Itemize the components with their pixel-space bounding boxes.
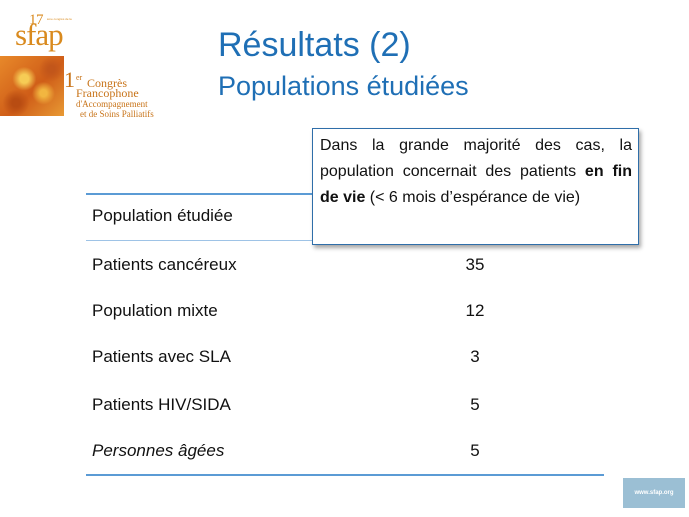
logo-line-2: Francophone: [76, 86, 139, 100]
logo-congress-text: 1 er Congrès Francophone d'Accompagnemen…: [64, 67, 174, 120]
table-row-value: 35: [465, 255, 485, 274]
logo-line-4: et de Soins Palliatifs: [80, 109, 154, 119]
table-row-label: Personnes âgées: [92, 441, 225, 460]
logo-line-1: Congrès: [87, 76, 127, 90]
table-row-label: Patients avec SLA: [92, 347, 231, 366]
table-row-label: Patients cancéreux: [92, 255, 237, 274]
sfap-logo: 17 ème congrès de la sfap 1 er Congrès F…: [0, 8, 170, 120]
table-row-value: 3: [470, 347, 480, 366]
website-badge[interactable]: www.sfap.org: [623, 478, 685, 508]
table-row-value: 12: [465, 301, 485, 320]
callout-box: Dans la grande majorité des cas, la popu…: [312, 128, 639, 245]
logo-wordmark: sfap: [15, 17, 64, 52]
callout-text: Dans la grande majorité des cas, la popu…: [320, 137, 632, 180]
logo-line-3: d'Accompagnement: [76, 99, 148, 109]
table-bottom-border: [86, 474, 604, 476]
logo-ordinal: 1: [64, 67, 75, 92]
logo-tiny-text: ème congrès de la: [47, 17, 72, 21]
logo-ordinal-sup: er: [76, 73, 83, 82]
callout-bold-text: en fin de vie: [320, 163, 632, 206]
table-row-value: 5: [470, 395, 480, 414]
slide-subtitle: Populations étudiées: [218, 71, 469, 101]
table-header-label: Population étudiée: [92, 206, 233, 225]
table-row-label: Population mixte: [92, 301, 218, 320]
table-row-value: 5: [470, 441, 480, 460]
logo-number: 17: [29, 12, 44, 28]
slide-title: Résultats (2): [218, 26, 411, 64]
callout-text-end: (< 6 mois d’espérance de vie): [365, 189, 581, 206]
table-row-label: Patients HIV/SIDA: [92, 395, 231, 414]
logo-artwork: [0, 56, 64, 116]
